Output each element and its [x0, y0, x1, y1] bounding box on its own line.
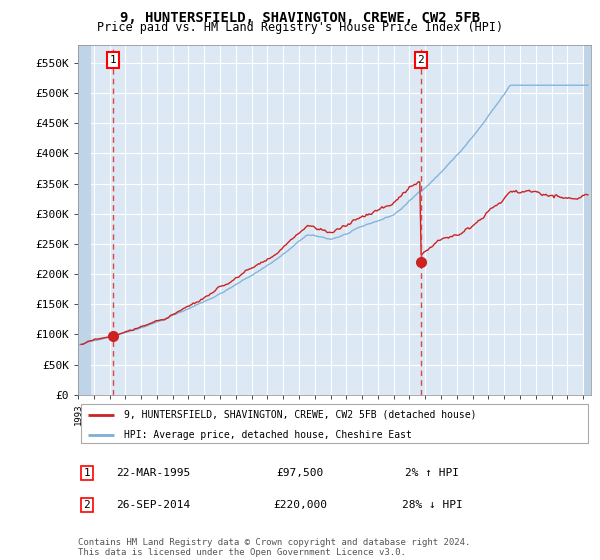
Text: 26-SEP-2014: 26-SEP-2014 — [116, 500, 190, 510]
Text: Contains HM Land Registry data © Crown copyright and database right 2024.
This d: Contains HM Land Registry data © Crown c… — [78, 538, 470, 557]
Bar — [78, 45, 91, 395]
Text: 1: 1 — [110, 55, 116, 65]
Text: HPI: Average price, detached house, Cheshire East: HPI: Average price, detached house, Ches… — [124, 430, 412, 440]
Text: 9, HUNTERSFIELD, SHAVINGTON, CREWE, CW2 5FB: 9, HUNTERSFIELD, SHAVINGTON, CREWE, CW2 … — [120, 11, 480, 25]
Text: £97,500: £97,500 — [277, 468, 323, 478]
Text: 22-MAR-1995: 22-MAR-1995 — [116, 468, 190, 478]
Text: 2% ↑ HPI: 2% ↑ HPI — [405, 468, 459, 478]
Text: 1: 1 — [83, 468, 91, 478]
Text: 2: 2 — [83, 500, 91, 510]
Bar — [584, 45, 591, 395]
Text: £220,000: £220,000 — [273, 500, 327, 510]
Text: 9, HUNTERSFIELD, SHAVINGTON, CREWE, CW2 5FB (detached house): 9, HUNTERSFIELD, SHAVINGTON, CREWE, CW2 … — [124, 410, 476, 420]
FancyBboxPatch shape — [80, 404, 589, 443]
Text: 28% ↓ HPI: 28% ↓ HPI — [401, 500, 463, 510]
Text: 2: 2 — [418, 55, 424, 65]
Text: Price paid vs. HM Land Registry's House Price Index (HPI): Price paid vs. HM Land Registry's House … — [97, 21, 503, 34]
